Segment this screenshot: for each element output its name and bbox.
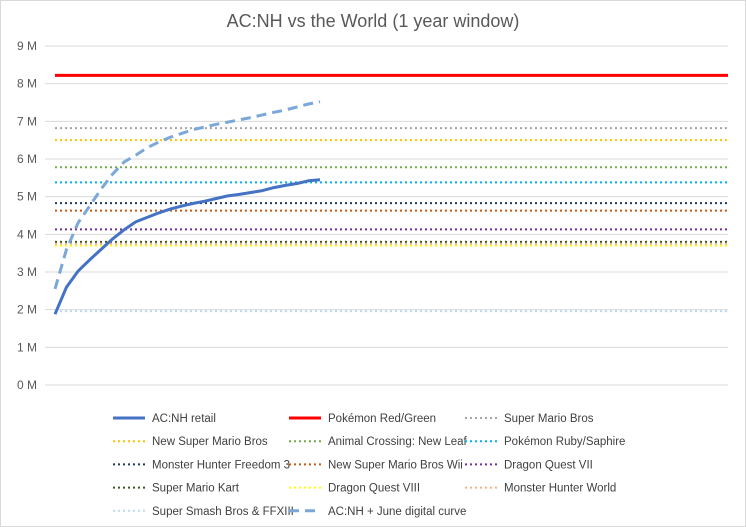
series-curve [53,100,321,290]
y-tick-label: 3 M [17,265,37,279]
legend-label: Dragon Quest VIII [328,483,420,495]
y-tick-label: 5 M [17,190,37,204]
y-tick-label: 9 M [17,39,37,53]
legend-label: New Super Mario Bros Wii [328,459,463,471]
legend-label: Animal Crossing: New Leaf [328,436,468,448]
legend-label: AC:NH + June digital curve [328,506,466,518]
y-tick-label: 4 M [17,227,37,241]
legend-label: AC:NH retail [152,413,216,425]
y-axis: 0 M 1 M 2 M 3 M 4 M 5 M 6 M 7 M 8 M 9 M [17,39,37,392]
y-tick-label: 2 M [17,303,37,317]
data-curves [53,100,321,315]
legend-label: Super Mario Bros [504,413,594,425]
legend-label: Monster Hunter Freedom 3 [152,459,290,471]
y-tick-label: 0 M [17,378,37,392]
legend-label: Pokémon Red/Green [328,413,436,425]
legend: AC:NH retail Pokémon Red/Green Super Mario… [113,413,625,518]
y-tick-label: 6 M [17,152,37,166]
gridlines [45,45,728,386]
y-tick-label: 7 M [17,114,37,128]
y-tick-label: 8 M [17,77,37,91]
legend-label: Pokémon Ruby/Saphire [504,436,625,448]
legend-label: New Super Mario Bros [152,436,268,448]
legend-label: Super Smash Bros & FFXIII [152,506,294,518]
reference-lines [55,73,728,313]
series-curve [53,178,321,315]
chart-title: AC:NH vs the World (1 year window) [227,11,520,31]
y-tick-label: 1 M [17,340,37,354]
legend-label: Super Mario Kart [152,483,240,495]
legend-label: Monster Hunter World [504,483,616,495]
legend-label: Dragon Quest VII [504,459,593,471]
